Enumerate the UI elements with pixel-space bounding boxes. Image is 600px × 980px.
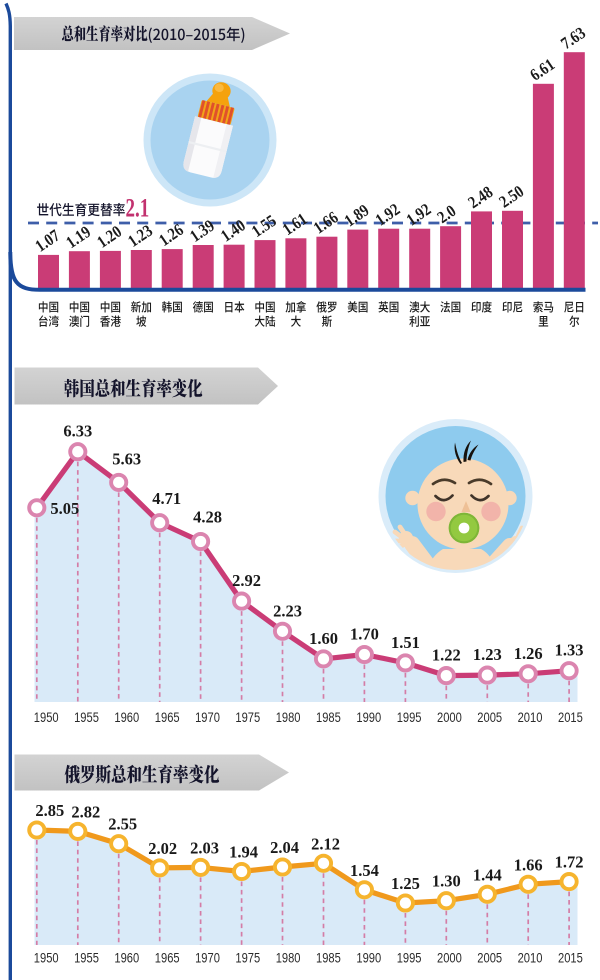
svg-text:2000: 2000	[437, 951, 462, 966]
svg-text:2.23: 2.23	[273, 601, 302, 620]
svg-text:2.03: 2.03	[190, 838, 219, 857]
svg-text:1960: 1960	[114, 710, 139, 725]
svg-text:5.05: 5.05	[50, 499, 79, 518]
svg-text:1970: 1970	[195, 951, 220, 966]
svg-text:1.54: 1.54	[350, 861, 379, 880]
svg-text:1955: 1955	[74, 710, 99, 725]
svg-text:2010: 2010	[518, 710, 543, 725]
svg-text:1.51: 1.51	[391, 633, 420, 652]
svg-text:1965: 1965	[155, 951, 180, 966]
svg-text:1995: 1995	[397, 710, 422, 725]
svg-text:1965: 1965	[155, 710, 180, 725]
svg-text:1975: 1975	[235, 951, 260, 966]
svg-text:1.70: 1.70	[350, 625, 379, 644]
svg-text:1.60: 1.60	[309, 629, 338, 648]
svg-text:1950: 1950	[34, 710, 59, 725]
svg-text:2.92: 2.92	[232, 571, 261, 590]
svg-text:1.94: 1.94	[229, 843, 258, 862]
svg-text:2.82: 2.82	[71, 802, 100, 821]
svg-text:2.85: 2.85	[35, 801, 64, 820]
svg-text:1.26: 1.26	[514, 644, 543, 663]
svg-text:4.28: 4.28	[193, 508, 222, 527]
svg-text:2.1: 2.1	[126, 194, 150, 223]
svg-text:1.72: 1.72	[555, 853, 584, 872]
svg-text:2.02: 2.02	[148, 839, 177, 858]
svg-text:1985: 1985	[316, 710, 341, 725]
svg-text:6.33: 6.33	[63, 422, 92, 441]
svg-text:2015: 2015	[558, 951, 583, 966]
svg-text:2005: 2005	[477, 951, 502, 966]
svg-text:1.23: 1.23	[473, 645, 502, 664]
svg-text:2010: 2010	[518, 951, 543, 966]
svg-text:1970: 1970	[195, 710, 220, 725]
svg-text:1.66: 1.66	[514, 855, 543, 874]
svg-text:2015: 2015	[558, 710, 583, 725]
svg-text:5.63: 5.63	[112, 449, 141, 468]
svg-text:1.44: 1.44	[473, 865, 502, 884]
svg-text:1980: 1980	[276, 710, 301, 725]
svg-text:1955: 1955	[74, 951, 99, 966]
svg-text:2.04: 2.04	[270, 838, 299, 857]
svg-text:1980: 1980	[276, 951, 301, 966]
svg-text:2005: 2005	[477, 710, 502, 725]
svg-text:1.25: 1.25	[391, 874, 420, 893]
svg-text:1990: 1990	[356, 951, 381, 966]
svg-text:1985: 1985	[316, 951, 341, 966]
svg-text:1960: 1960	[114, 951, 139, 966]
svg-text:1.30: 1.30	[432, 872, 461, 891]
svg-text:2000: 2000	[437, 710, 462, 725]
svg-text:4.71: 4.71	[152, 489, 181, 508]
svg-text:1990: 1990	[356, 710, 381, 725]
svg-text:2.55: 2.55	[108, 815, 137, 834]
svg-text:1995: 1995	[397, 951, 422, 966]
svg-text:1950: 1950	[34, 951, 59, 966]
svg-text:2.12: 2.12	[311, 834, 340, 853]
svg-text:1975: 1975	[235, 710, 260, 725]
svg-text:1.22: 1.22	[432, 646, 461, 665]
svg-text:1.33: 1.33	[555, 641, 584, 660]
